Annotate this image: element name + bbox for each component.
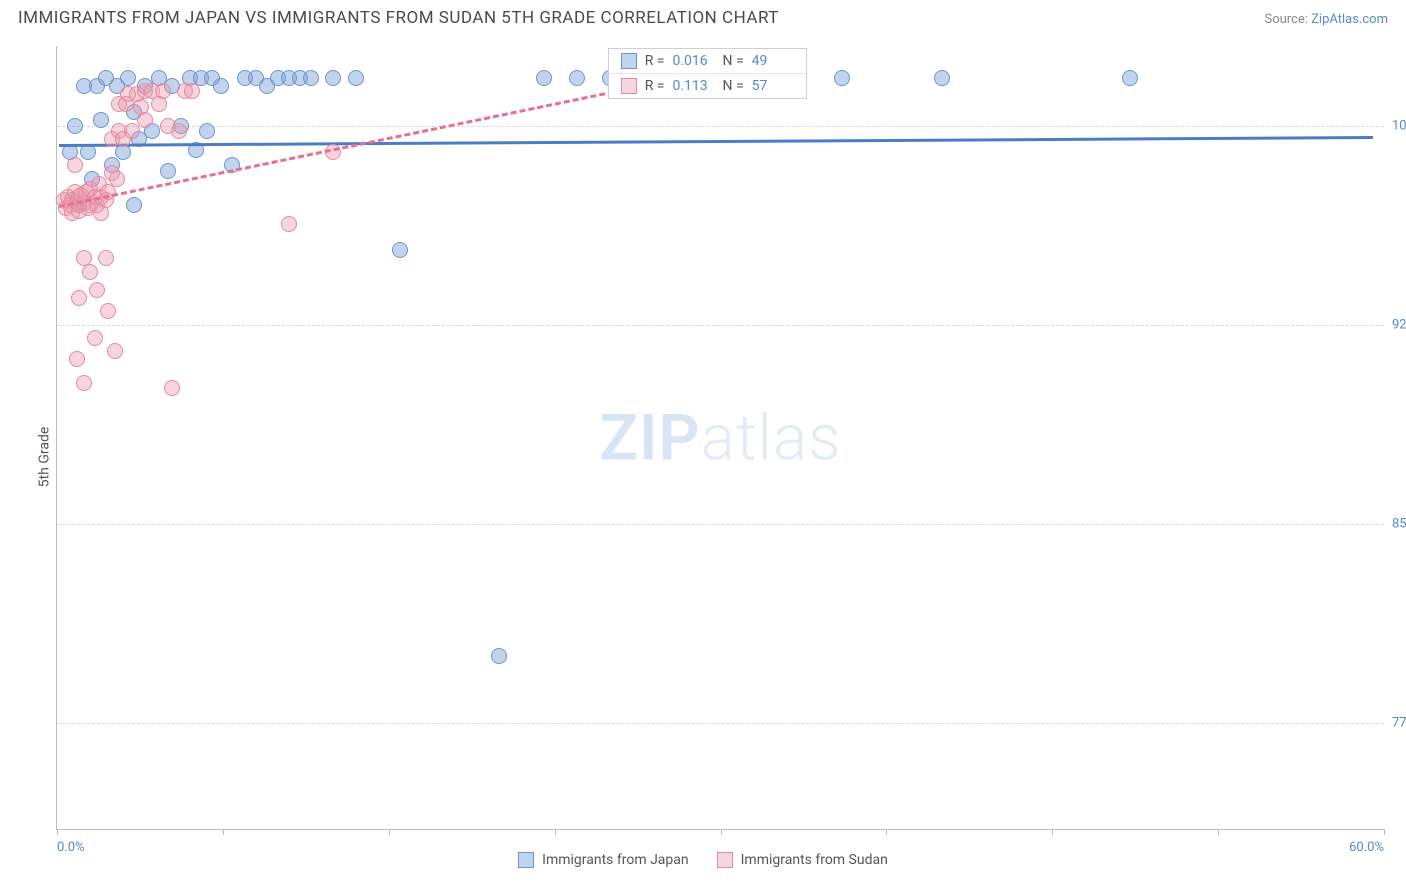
y-tick-label: 100.0% [1386, 118, 1406, 133]
x-tick [57, 829, 58, 835]
data-point-sudan [100, 303, 116, 319]
data-point-japan [126, 197, 142, 213]
y-tick-label: 92.5% [1386, 317, 1406, 332]
data-point-sudan [98, 250, 114, 266]
data-point-sudan [89, 282, 105, 298]
data-point-sudan [76, 375, 92, 391]
x-tick [1384, 829, 1385, 835]
stats-legend-row-sudan: R = 0.113 N = 57 [609, 74, 806, 98]
data-point-sudan [82, 264, 98, 280]
gridline [57, 126, 1384, 127]
swatch-japan [621, 53, 637, 69]
watermark-rest: atlas [701, 400, 842, 475]
data-point-japan [536, 70, 552, 86]
data-point-japan [491, 648, 507, 664]
data-point-sudan [164, 380, 180, 396]
chart-area: 5th Grade ZIPatlas 77.5%85.0%92.5%100.0%… [18, 40, 1388, 874]
data-point-japan [120, 70, 136, 86]
data-point-japan [199, 123, 215, 139]
data-point-sudan [107, 343, 123, 359]
data-point-sudan [155, 83, 171, 99]
legend-item: Immigrants from Sudan [717, 852, 888, 868]
data-point-japan [934, 70, 950, 86]
gridline [57, 524, 1384, 525]
x-tick [721, 829, 722, 835]
data-point-japan [303, 70, 319, 86]
source: Source: ZipAtlas.com [1264, 12, 1388, 27]
stats-legend-row-japan: R = 0.016 N = 49 [609, 49, 806, 74]
data-point-sudan [87, 330, 103, 346]
data-point-sudan [281, 216, 297, 232]
n-label: N = [723, 78, 744, 94]
trend-line-japan [59, 136, 1373, 147]
data-point-sudan [109, 171, 125, 187]
series-legend: Immigrants from Japan Immigrants from Sud… [18, 852, 1388, 868]
r-label: R = [645, 53, 665, 69]
x-tick [389, 829, 390, 835]
data-point-japan [213, 78, 229, 94]
r-value-sudan: 0.113 [673, 78, 715, 94]
x-tick [1218, 829, 1219, 835]
header: IMMIGRANTS FROM JAPAN VS IMMIGRANTS FROM… [0, 0, 1406, 34]
legend-label: Immigrants from Japan [542, 852, 688, 868]
n-label: N = [723, 53, 744, 69]
y-tick-label: 77.5% [1386, 715, 1406, 730]
r-label: R = [645, 78, 665, 94]
data-point-sudan [171, 123, 187, 139]
legend-label: Immigrants from Sudan [741, 852, 888, 868]
data-point-japan [392, 242, 408, 258]
x-tick [886, 829, 887, 835]
r-value-japan: 0.016 [673, 53, 715, 69]
gridline [57, 325, 1384, 326]
data-point-japan [569, 70, 585, 86]
watermark: ZIPatlas [599, 400, 841, 475]
gridline [57, 723, 1384, 724]
chart-title: IMMIGRANTS FROM JAPAN VS IMMIGRANTS FROM… [18, 8, 779, 28]
data-point-japan [93, 112, 109, 128]
source-label: Source: [1264, 12, 1311, 27]
n-value-sudan: 57 [752, 78, 794, 94]
data-point-sudan [71, 290, 87, 306]
data-point-sudan [69, 351, 85, 367]
stats-legend: R = 0.016 N = 49 R = 0.113 N = 57 [608, 48, 807, 99]
data-point-sudan [137, 112, 153, 128]
n-value-japan: 49 [752, 53, 794, 69]
y-axis-label: 5th Grade [36, 427, 52, 488]
data-point-sudan [124, 123, 140, 139]
swatch-sudan [621, 78, 637, 94]
data-point-japan [160, 163, 176, 179]
source-link[interactable]: ZipAtlas.com [1311, 12, 1388, 27]
data-point-japan [834, 70, 850, 86]
legend-item: Immigrants from Japan [518, 852, 688, 868]
plot-region: ZIPatlas 77.5%85.0%92.5%100.0%0.0%60.0%R… [56, 46, 1384, 830]
data-point-japan [325, 70, 341, 86]
legend-swatch [518, 852, 534, 868]
legend-swatch [717, 852, 733, 868]
x-tick [223, 829, 224, 835]
x-tick [1052, 829, 1053, 835]
x-tick [555, 829, 556, 835]
data-point-sudan [184, 83, 200, 99]
data-point-japan [1122, 70, 1138, 86]
watermark-bold: ZIP [599, 400, 700, 475]
data-point-japan [348, 70, 364, 86]
data-point-japan [67, 118, 83, 134]
y-tick-label: 85.0% [1386, 516, 1406, 531]
data-point-sudan [67, 157, 83, 173]
